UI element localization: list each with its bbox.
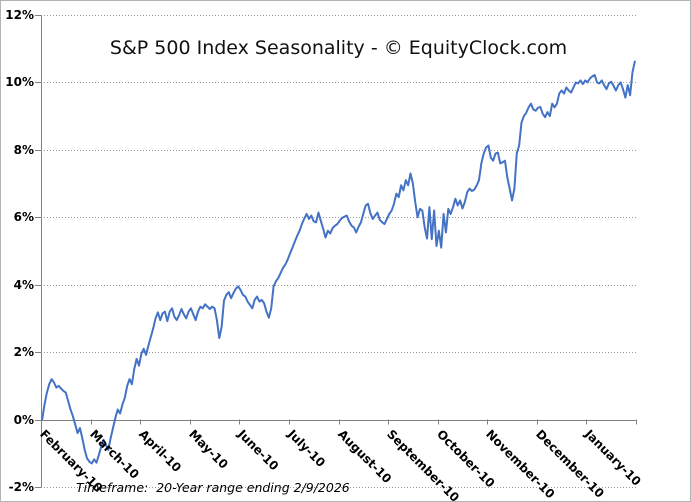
y-axis-tick-label: 8% [13, 142, 34, 157]
y-axis-tick-label: -2% [8, 480, 34, 494]
y-axis-tick-label: 2% [13, 345, 34, 360]
seasonality-line [41, 60, 636, 465]
y-axis-tick-label: 12% [5, 8, 34, 22]
y-axis-tick-label: 0% [13, 412, 34, 427]
y-axis-tick-label: 10% [5, 75, 34, 90]
y-axis-tick-label: 4% [13, 277, 34, 292]
timeframe-note: Timeframe: 20-Year range ending 2/9/2026 [76, 480, 350, 495]
y-axis-tick-label: 6% [13, 210, 34, 225]
chart-title: S&P 500 Index Seasonality - © EquityCloc… [109, 37, 568, 59]
